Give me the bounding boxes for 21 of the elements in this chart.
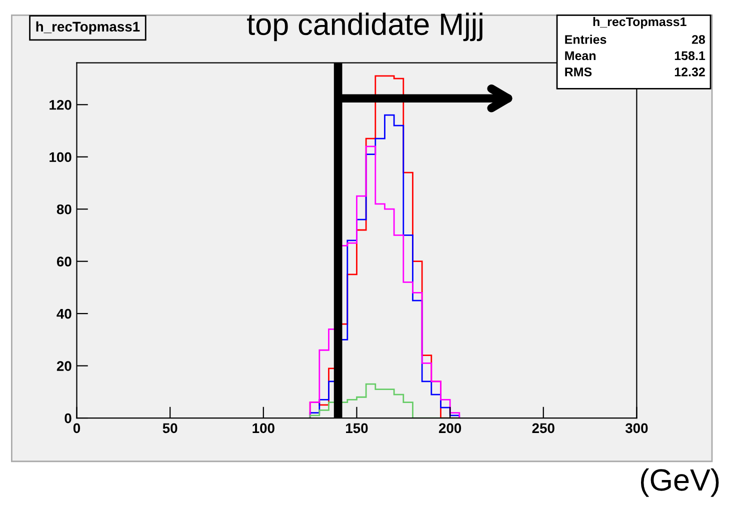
x-axis-title: (GeV): [640, 468, 719, 497]
text: Entries 28: [565, 34, 706, 44]
y-tick-label: 60: [56, 256, 72, 267]
x-tick-label: 200: [438, 423, 462, 434]
text: h_recTopmass1: [593, 16, 686, 29]
y-tick-label: 100: [50, 152, 72, 162]
text: Mean 158.1: [565, 51, 706, 60]
x-tick-label: 100: [252, 423, 274, 434]
y-tick-label: 40: [56, 308, 72, 319]
y-tick-label: 20: [56, 361, 72, 371]
chart-subtitle: h_recTopmass1: [36, 21, 140, 34]
x-tick-label: 50: [162, 423, 178, 434]
text: RMS 12.32: [565, 68, 705, 76]
x-tick-label: 300: [625, 423, 648, 434]
y-tick-label: 80: [56, 204, 72, 214]
x-tick-label: 250: [532, 423, 554, 434]
y-tick-label: 120: [50, 100, 72, 110]
x-tick-label: 150: [346, 423, 368, 434]
y-tick-label: 0: [64, 413, 72, 424]
x-tick-label: 0: [73, 423, 80, 434]
chart-title: top candidate Mjjj: [247, 12, 482, 42]
